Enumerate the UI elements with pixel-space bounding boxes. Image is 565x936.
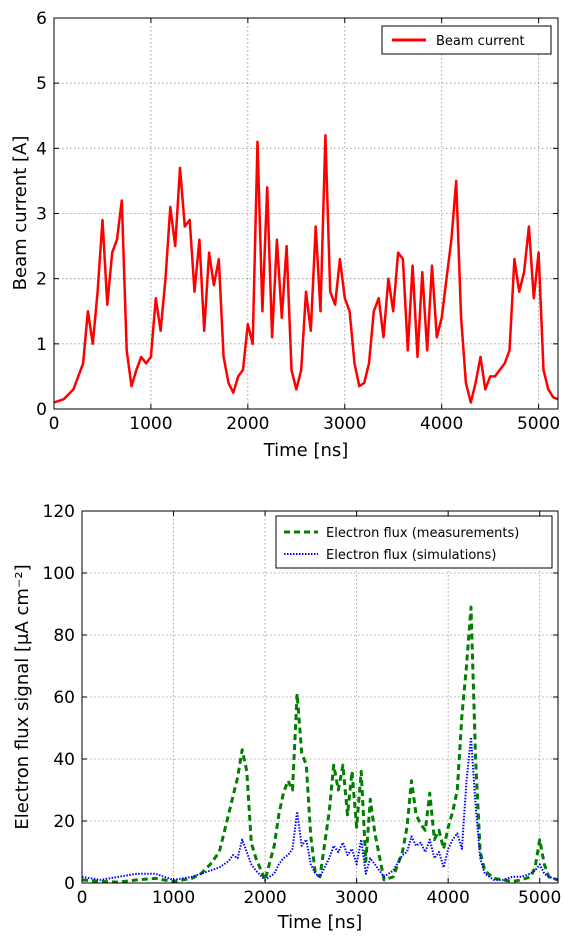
x-axis-label: Time [ns]: [263, 440, 349, 461]
y-axis-label: Beam current [A]: [10, 136, 31, 291]
y-tick-label: 2: [36, 270, 47, 290]
x-tick-label: 5000: [517, 414, 560, 434]
x-tick-label: 2000: [243, 888, 286, 908]
beam-current-chart: 0 1000 2000 3000 4000 5000 0 1 2 3 4 5 6 Time [ns] B…: [10, 9, 560, 461]
grid: [54, 18, 558, 409]
legend: Beam current: [381, 25, 552, 55]
electron-flux-chart: 0 1000 2000 3000 4000 5000 0 20 40 60 80 100 120 Tim…: [12, 502, 561, 933]
legend-label-simulations: Electron flux (simulations): [326, 548, 496, 563]
legend-label-beam-current: Beam current: [436, 34, 525, 49]
x-tick-label: 0: [49, 414, 60, 434]
legend: Electron flux (measurements) Electron fl…: [275, 515, 553, 569]
series-layer: [53, 134, 559, 404]
y-tick-label: 40: [53, 750, 75, 770]
grid: [82, 511, 558, 883]
y-tick-label: 0: [36, 400, 47, 420]
x-tick-label: 4000: [420, 414, 463, 434]
y-tick-label: 0: [64, 874, 75, 894]
x-tick-label: 4000: [427, 888, 470, 908]
y-tick-label: 100: [43, 564, 75, 584]
series-line-electron-flux-simulations: [81, 736, 559, 881]
ticks: 0 1000 2000 3000 4000 5000 0 20 40 60 80 100 120: [43, 502, 562, 908]
legend-label-measurements: Electron flux (measurements): [326, 526, 519, 541]
series-layer: [81, 605, 559, 884]
series-line-electron-flux-measurements: [81, 605, 559, 884]
x-tick-label: 1000: [129, 414, 172, 434]
y-tick-label: 5: [36, 74, 47, 94]
series-line-beam-current: [53, 134, 559, 404]
y-tick-label: 3: [36, 205, 47, 225]
y-axis-label: Electron flux signal [μA cm⁻²]: [12, 564, 33, 829]
x-tick-label: 5000: [518, 888, 561, 908]
y-tick-label: 20: [53, 812, 75, 832]
x-tick-label: 0: [77, 888, 88, 908]
x-tick-label: 1000: [152, 888, 195, 908]
x-axis-label: Time [ns]: [277, 912, 363, 933]
x-tick-label: 3000: [323, 414, 366, 434]
y-tick-label: 60: [53, 688, 75, 708]
ticks: 0 1000 2000 3000 4000 5000 0 1 2 3 4 5 6: [36, 9, 560, 434]
legend-box: [275, 515, 553, 569]
y-tick-label: 4: [36, 139, 47, 159]
y-tick-label: 1: [36, 335, 47, 355]
y-tick-label: 6: [36, 9, 47, 29]
y-tick-label: 80: [53, 626, 75, 646]
x-tick-label: 3000: [335, 888, 378, 908]
x-tick-label: 2000: [226, 414, 269, 434]
y-tick-label: 120: [43, 502, 75, 522]
